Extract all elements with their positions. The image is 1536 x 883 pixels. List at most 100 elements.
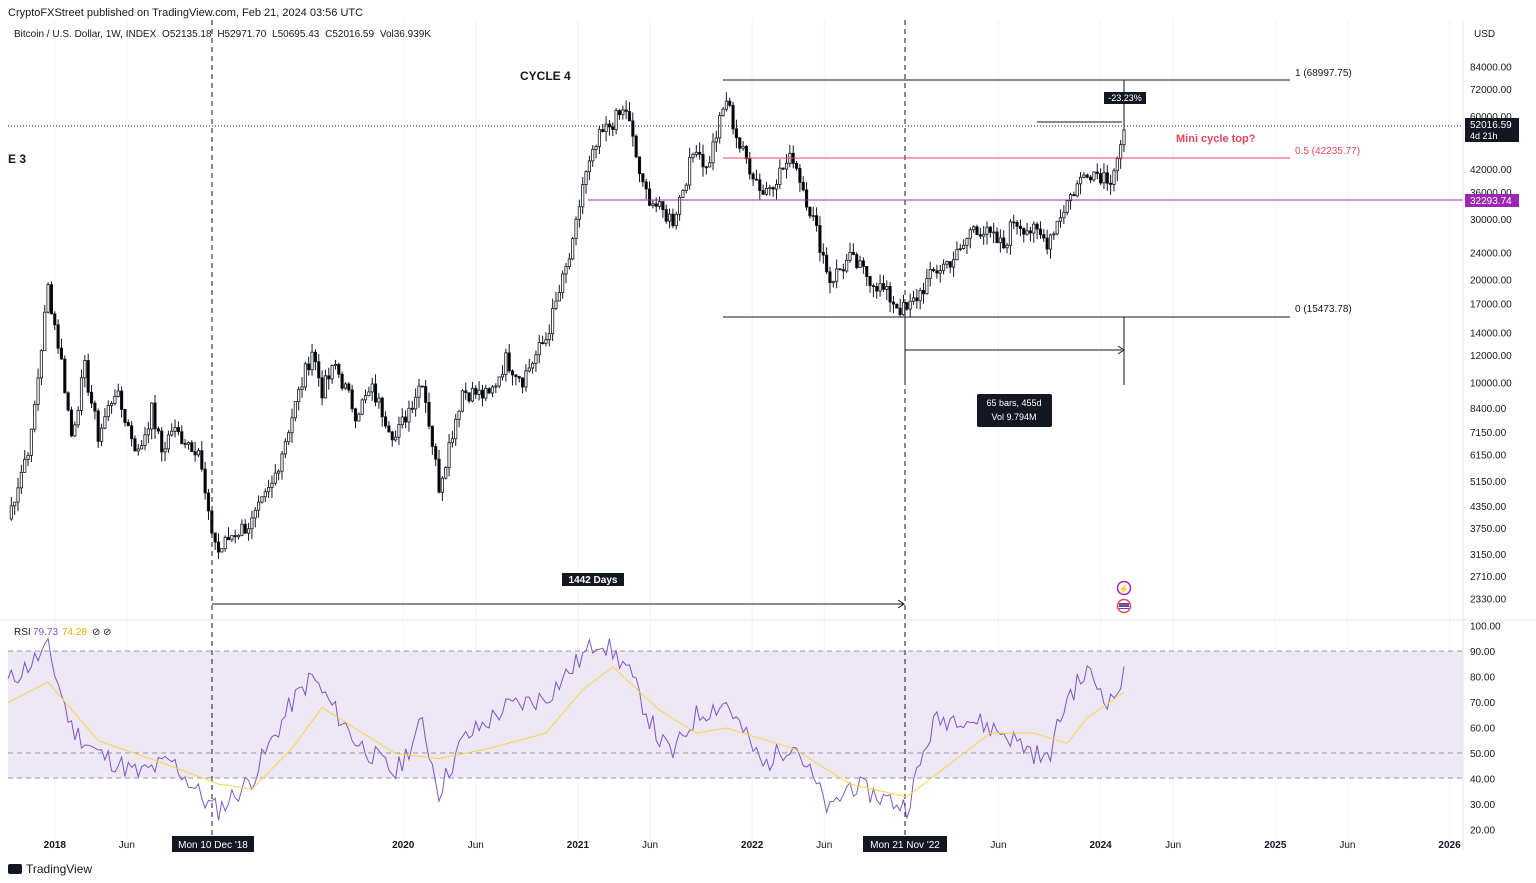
pct-change-badge xyxy=(1104,92,1146,104)
candle-body xyxy=(641,173,645,183)
candle-body xyxy=(684,184,688,191)
candle-body xyxy=(1005,244,1009,249)
candle-body xyxy=(901,302,906,316)
candle-body xyxy=(611,126,615,130)
candle-body xyxy=(210,510,214,534)
candle-body xyxy=(367,391,371,397)
tradingview-logo-icon xyxy=(8,864,22,874)
candle-body xyxy=(881,283,885,290)
rsi-settings-icons[interactable]: ⊘ ⊘ xyxy=(92,627,112,638)
candle-body xyxy=(213,532,217,543)
candle-body xyxy=(517,376,521,379)
price-tick-label: 3750.00 xyxy=(1470,524,1507,535)
candle-body xyxy=(1105,172,1109,184)
pct-change-text: -23.23% xyxy=(1108,93,1142,103)
candle-body xyxy=(544,339,548,344)
candle-body xyxy=(614,110,618,130)
date-tag-right xyxy=(863,836,947,852)
candle-body xyxy=(490,386,495,394)
rsi-tick-label: 40.00 xyxy=(1470,775,1495,786)
candle-body xyxy=(330,365,334,380)
currency-label[interactable]: USD xyxy=(1474,29,1496,40)
candle-body xyxy=(748,158,752,175)
price-tick-label: 10000.00 xyxy=(1470,378,1512,389)
days-badge-text: 1442 Days xyxy=(569,575,618,586)
rsi-tick-label: 60.00 xyxy=(1470,724,1495,735)
candle-body xyxy=(1115,158,1119,172)
price-axis: 84000.00 72000.00 60000.00 42000.00 36000.00… xyxy=(1470,62,1512,605)
candle-body xyxy=(103,416,107,429)
candle-body xyxy=(497,376,501,387)
rsi-label: RSI xyxy=(14,627,31,638)
candle-body xyxy=(1078,176,1083,185)
candle-body xyxy=(995,231,999,244)
candle-body xyxy=(647,188,652,206)
candle-body xyxy=(624,109,628,112)
candle-body xyxy=(564,266,568,275)
price-tick-label: 8400.00 xyxy=(1470,404,1507,415)
rsi-series xyxy=(7,637,1125,821)
price-tick-label: 12000.00 xyxy=(1470,351,1512,362)
candle-body xyxy=(1045,237,1049,250)
price-tick-label: 60000.00 xyxy=(1470,112,1512,123)
candle-body xyxy=(774,184,779,190)
candle-body xyxy=(417,385,421,398)
candle-body xyxy=(353,408,358,422)
event-flash-icon[interactable] xyxy=(1116,580,1132,596)
candle-body xyxy=(885,285,889,290)
candle-body xyxy=(821,251,825,256)
candle-body xyxy=(203,468,207,494)
candle-body xyxy=(500,374,505,378)
candle-body xyxy=(1012,221,1016,224)
rsi-value: 79.73 xyxy=(33,627,58,638)
purple-price-tag xyxy=(1465,194,1519,207)
candle-body xyxy=(597,129,601,147)
candle-body xyxy=(146,428,150,436)
candle-body xyxy=(554,300,558,309)
candle-body xyxy=(484,388,488,399)
mini-cycle-top-label: Mini cycle top? xyxy=(1176,133,1256,145)
tradingview-logo[interactable]: TradingView xyxy=(8,862,92,876)
candle-body xyxy=(160,430,164,453)
candle-body xyxy=(46,284,50,313)
candle-body xyxy=(123,409,127,423)
candle-body xyxy=(454,418,458,440)
candle-body xyxy=(744,146,748,160)
candle-body xyxy=(524,370,528,388)
candle-body xyxy=(1099,173,1103,184)
rsi-band xyxy=(8,651,1463,778)
candle-body xyxy=(360,399,364,415)
candle-body xyxy=(978,234,982,237)
candle-body xyxy=(1038,228,1043,236)
candle-body xyxy=(290,417,294,434)
candle-body xyxy=(1075,183,1079,197)
price-tick-label: 2710.00 xyxy=(1470,572,1507,583)
rsi-ma-line xyxy=(7,666,1125,798)
candle-body xyxy=(460,390,464,412)
time-tick-label: Jun xyxy=(990,840,1006,851)
candle-body xyxy=(56,324,60,349)
price-tick-label: 17000.00 xyxy=(1470,299,1512,310)
symbol-name[interactable]: Bitcoin / U.S. Dollar, 1W, INDEX xyxy=(14,29,157,40)
candle-body xyxy=(1015,222,1019,227)
time-tick-label: Jun xyxy=(1165,840,1181,851)
candle-body xyxy=(303,363,307,388)
candle-body xyxy=(1055,220,1059,235)
candle-body xyxy=(447,442,451,469)
candle-body xyxy=(323,375,327,399)
candle-body xyxy=(764,187,769,195)
candle-body xyxy=(263,491,267,498)
candle-body xyxy=(260,496,264,503)
candle-body xyxy=(507,352,511,372)
candle-body xyxy=(69,409,74,437)
candle-body xyxy=(942,263,946,272)
candle-body xyxy=(724,100,728,110)
candle-body xyxy=(1048,234,1053,250)
candle-body xyxy=(928,269,932,279)
candle-body xyxy=(828,271,832,284)
candle-body xyxy=(701,154,705,168)
candle-body xyxy=(711,141,715,164)
candle-body xyxy=(992,231,996,234)
candle-body xyxy=(551,307,555,335)
